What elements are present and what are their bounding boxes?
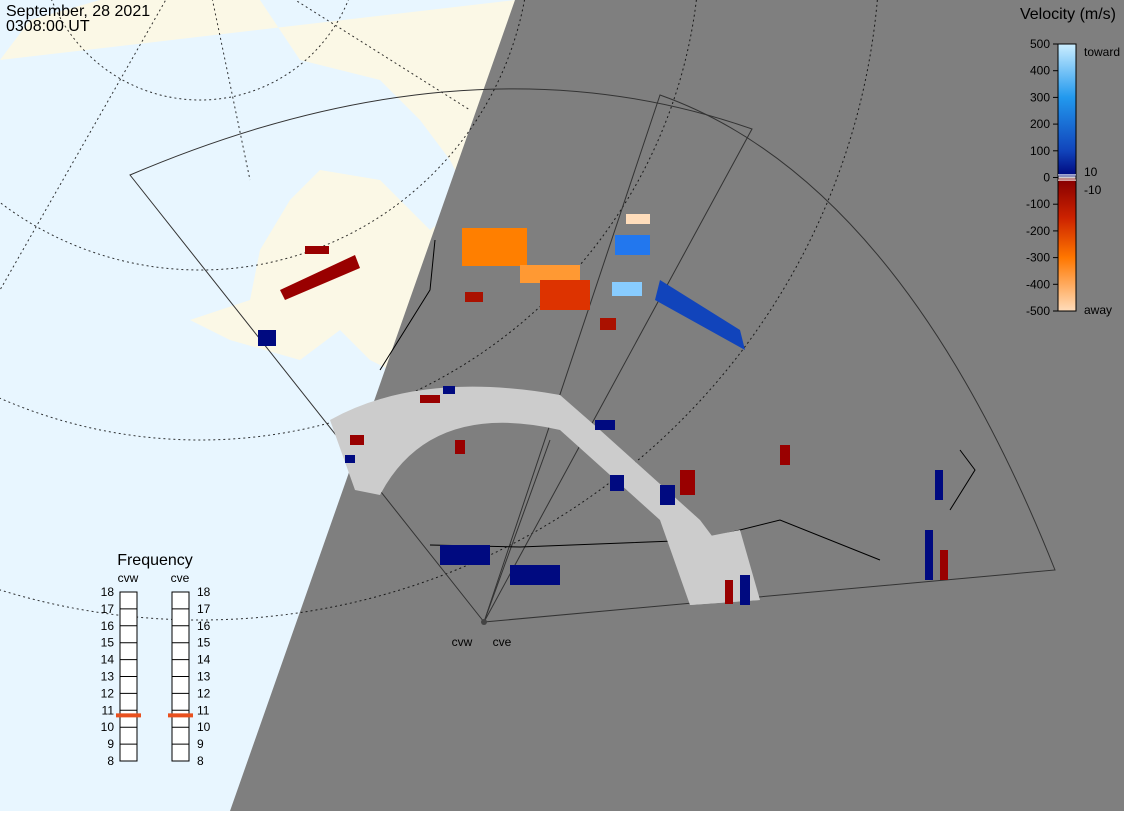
- frequency-tick-label: 9: [197, 737, 204, 751]
- colorbar-tick-label: -400: [1026, 277, 1050, 291]
- frequency-tick-label: 11: [197, 703, 210, 717]
- away-label: away: [1084, 303, 1112, 317]
- colorbar-tick-label: -100: [1026, 197, 1050, 211]
- radar-fov: [129, 88, 1056, 623]
- frequency-tick-label: 8: [197, 754, 204, 768]
- colorbar: [1057, 43, 1077, 312]
- frequency-tick-label: 14: [197, 653, 211, 667]
- land: [0, 0, 515, 380]
- night-shade: [230, 0, 1124, 811]
- frequency-tick-label: 17: [197, 602, 211, 616]
- latitude-grid: [0, 0, 878, 621]
- time: 0308:00 UT: [6, 18, 90, 35]
- radar-site: [481, 619, 487, 625]
- frequency-tick-label: 10: [197, 720, 211, 734]
- colorbar-inner-label: 10: [1084, 165, 1098, 179]
- radar-name: cve: [171, 571, 190, 585]
- frequency-tick-label: 16: [101, 619, 115, 633]
- colorbar-tick-label: -500: [1026, 304, 1050, 318]
- colorbar-tick-label: 400: [1030, 64, 1050, 78]
- colorbar-tick-label: 200: [1030, 117, 1050, 131]
- colorbar-tick-label: 0: [1043, 171, 1050, 185]
- frequency-tick-label: 8: [107, 754, 114, 768]
- frequency-tick-label: 14: [101, 653, 115, 667]
- frequency-tick-label: 18: [101, 585, 115, 599]
- frequency-tick-label: 15: [197, 636, 211, 650]
- toward-label: toward: [1084, 45, 1120, 59]
- frequency-tick-label: 18: [197, 585, 211, 599]
- radar-name: cvw: [118, 571, 139, 585]
- colorbar-tick-label: -300: [1026, 251, 1050, 265]
- frequency-tick-label: 13: [197, 670, 211, 684]
- date: September, 28 2021: [6, 3, 150, 20]
- colorbar-tick-label: 500: [1030, 37, 1050, 51]
- frequency-tick-label: 15: [101, 636, 115, 650]
- frequency-marker: [168, 713, 193, 718]
- frequency-tick-label: 12: [101, 686, 115, 700]
- radar-label: cvw: [452, 635, 473, 649]
- radar-label: cve: [493, 635, 512, 649]
- colorbar-tick-label: 100: [1030, 144, 1050, 158]
- frequency-tick-label: 10: [101, 720, 115, 734]
- frequency-title: Frequency: [117, 552, 193, 569]
- colorbar-tick-label: 300: [1030, 90, 1050, 104]
- frequency-tick-label: 12: [197, 686, 211, 700]
- colorbar-inner-label: -10: [1084, 183, 1102, 197]
- frequency-tick-label: 13: [101, 670, 115, 684]
- colorbar-tick-label: -200: [1026, 224, 1050, 238]
- frequency-tick-label: 17: [101, 602, 115, 616]
- colorbar-title: Velocity (m/s): [1020, 6, 1116, 23]
- frequency-tick-label: 11: [102, 703, 115, 717]
- frequency-tick-label: 16: [197, 619, 211, 633]
- echoes: [258, 214, 948, 605]
- frequency-tick-label: 9: [107, 737, 114, 751]
- frequency-marker: [116, 713, 141, 718]
